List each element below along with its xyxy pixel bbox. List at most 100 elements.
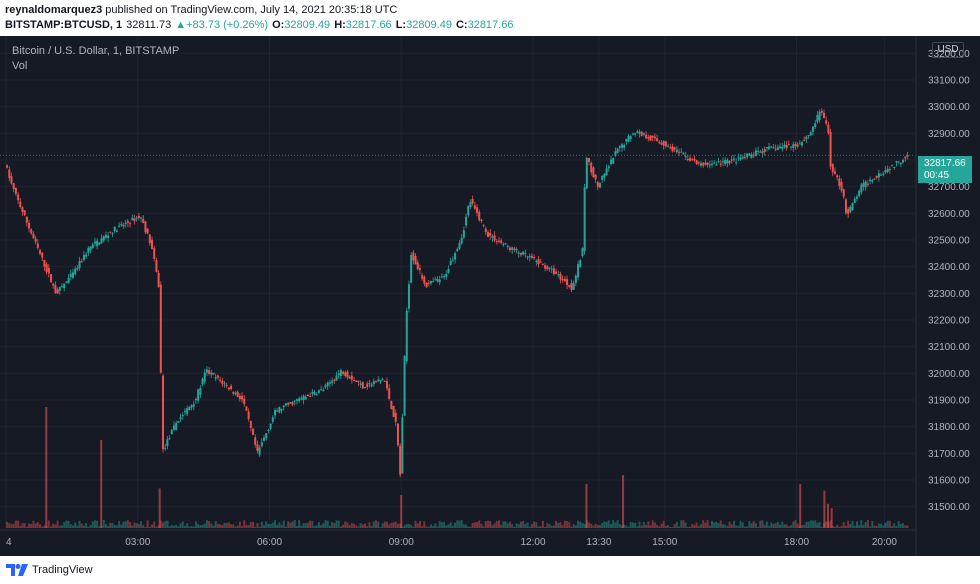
volume-bar: [93, 520, 96, 528]
chart-area[interactable]: 31500.00 31600.00 31700.00 31800.00 31900.00…: [0, 36, 980, 556]
candle-body: [153, 248, 156, 259]
volume-bar: [695, 522, 698, 528]
candle-body: [364, 387, 367, 389]
candle-body: [245, 406, 248, 411]
candle-body: [658, 142, 661, 144]
candle-body: [8, 169, 11, 178]
volume-bar: [776, 521, 779, 528]
candle-body: [96, 240, 99, 247]
volume-bar: [243, 520, 246, 528]
volume-bar: [853, 525, 856, 528]
volume-bar: [787, 526, 790, 528]
volume-spike: [827, 503, 830, 528]
volume-bar: [67, 520, 70, 528]
candle-body: [737, 157, 740, 159]
candle-body: [129, 223, 132, 225]
volume-bar: [833, 526, 836, 528]
volume-bar: [761, 520, 764, 528]
volume-bar: [596, 525, 599, 528]
symbol-name: BITSTAMP:BTCUSD, 1: [5, 19, 123, 31]
candle-body: [866, 183, 869, 185]
candle-body: [247, 411, 250, 420]
publisher-name[interactable]: reynaldomarquez3: [5, 4, 103, 16]
candle-body: [893, 167, 896, 169]
candle-body: [403, 356, 406, 416]
candle-body: [559, 273, 562, 280]
volume-bar: [337, 520, 340, 528]
series-legend[interactable]: Bitcoin / U.S. Dollar, 1, BITSTAMP: [12, 45, 180, 57]
candle-body: [32, 233, 35, 239]
volume-spike: [158, 488, 161, 528]
candle-body: [337, 373, 340, 376]
candle-body: [607, 166, 610, 169]
volume-bar: [429, 524, 432, 528]
candle-body: [54, 285, 57, 293]
chart-publish-header: reynaldomarquez3 published on TradingVie…: [0, 0, 980, 36]
volume-bar: [28, 523, 31, 528]
volume-bar: [689, 526, 692, 528]
candle-body: [612, 157, 615, 164]
candle-body: [309, 396, 312, 398]
volume-bar: [831, 525, 834, 528]
candle-body: [515, 249, 518, 251]
candle-body: [511, 247, 514, 251]
candle-body: [524, 253, 527, 255]
volume-bar: [131, 525, 134, 528]
candle-body: [669, 147, 672, 149]
volume-bar: [346, 522, 349, 528]
candle-body: [888, 169, 891, 171]
volume-spike: [799, 484, 802, 528]
candle-body: [10, 176, 13, 184]
candle-body: [647, 136, 650, 139]
volume-spike: [585, 484, 588, 528]
volume-legend[interactable]: Vol: [12, 60, 28, 72]
candle-body: [234, 392, 237, 394]
volume-bar: [63, 522, 66, 528]
volume-bar: [783, 524, 786, 528]
volume-bar: [519, 521, 522, 528]
tradingview-logo[interactable]: TradingView: [6, 562, 93, 578]
volume-bar: [456, 520, 459, 528]
candle-body: [508, 247, 511, 251]
currency-button[interactable]: USD: [932, 42, 964, 58]
price-tick-label: 31600.00: [928, 476, 970, 487]
volume-bar: [752, 521, 755, 528]
volume-bar: [331, 522, 334, 528]
time-tick-label: 12:00: [521, 537, 546, 548]
volume-bar: [785, 524, 788, 528]
chart-grid: [0, 36, 916, 530]
volume-bar: [888, 520, 891, 528]
candle-body: [104, 234, 107, 238]
volume-bar: [8, 523, 11, 528]
candle-body: [320, 389, 323, 391]
volume-bar: [399, 523, 402, 528]
candle-body: [60, 286, 63, 288]
volume-bar: [462, 524, 465, 528]
volume-bar: [702, 520, 705, 528]
candle-body: [818, 111, 821, 120]
volume-bar: [249, 522, 252, 528]
volume-bar: [357, 526, 360, 528]
candle-body: [19, 201, 22, 208]
volume-bar: [300, 525, 303, 528]
volume-bar: [153, 521, 156, 528]
candle-body: [293, 400, 296, 402]
candle-body: [135, 217, 138, 219]
volume-bar: [370, 525, 373, 528]
price-chart[interactable]: 31500.00 31600.00 31700.00 31800.00 31900.00…: [0, 36, 980, 556]
volume-bar: [478, 520, 481, 528]
candle-body: [873, 178, 876, 180]
candle-body: [432, 281, 435, 283]
time-tick-label: 09:00: [389, 537, 414, 548]
candle-body: [787, 144, 790, 146]
candle-body: [605, 168, 608, 176]
candle-body: [405, 310, 408, 362]
volume-bar: [484, 521, 487, 528]
volume-bar: [774, 523, 777, 528]
candle-body: [56, 289, 59, 294]
volume-spike: [400, 495, 403, 528]
candle-body: [601, 175, 604, 181]
candle-body: [599, 183, 602, 188]
candle-body: [566, 279, 569, 286]
price-tick-label: 31900.00: [928, 396, 970, 407]
